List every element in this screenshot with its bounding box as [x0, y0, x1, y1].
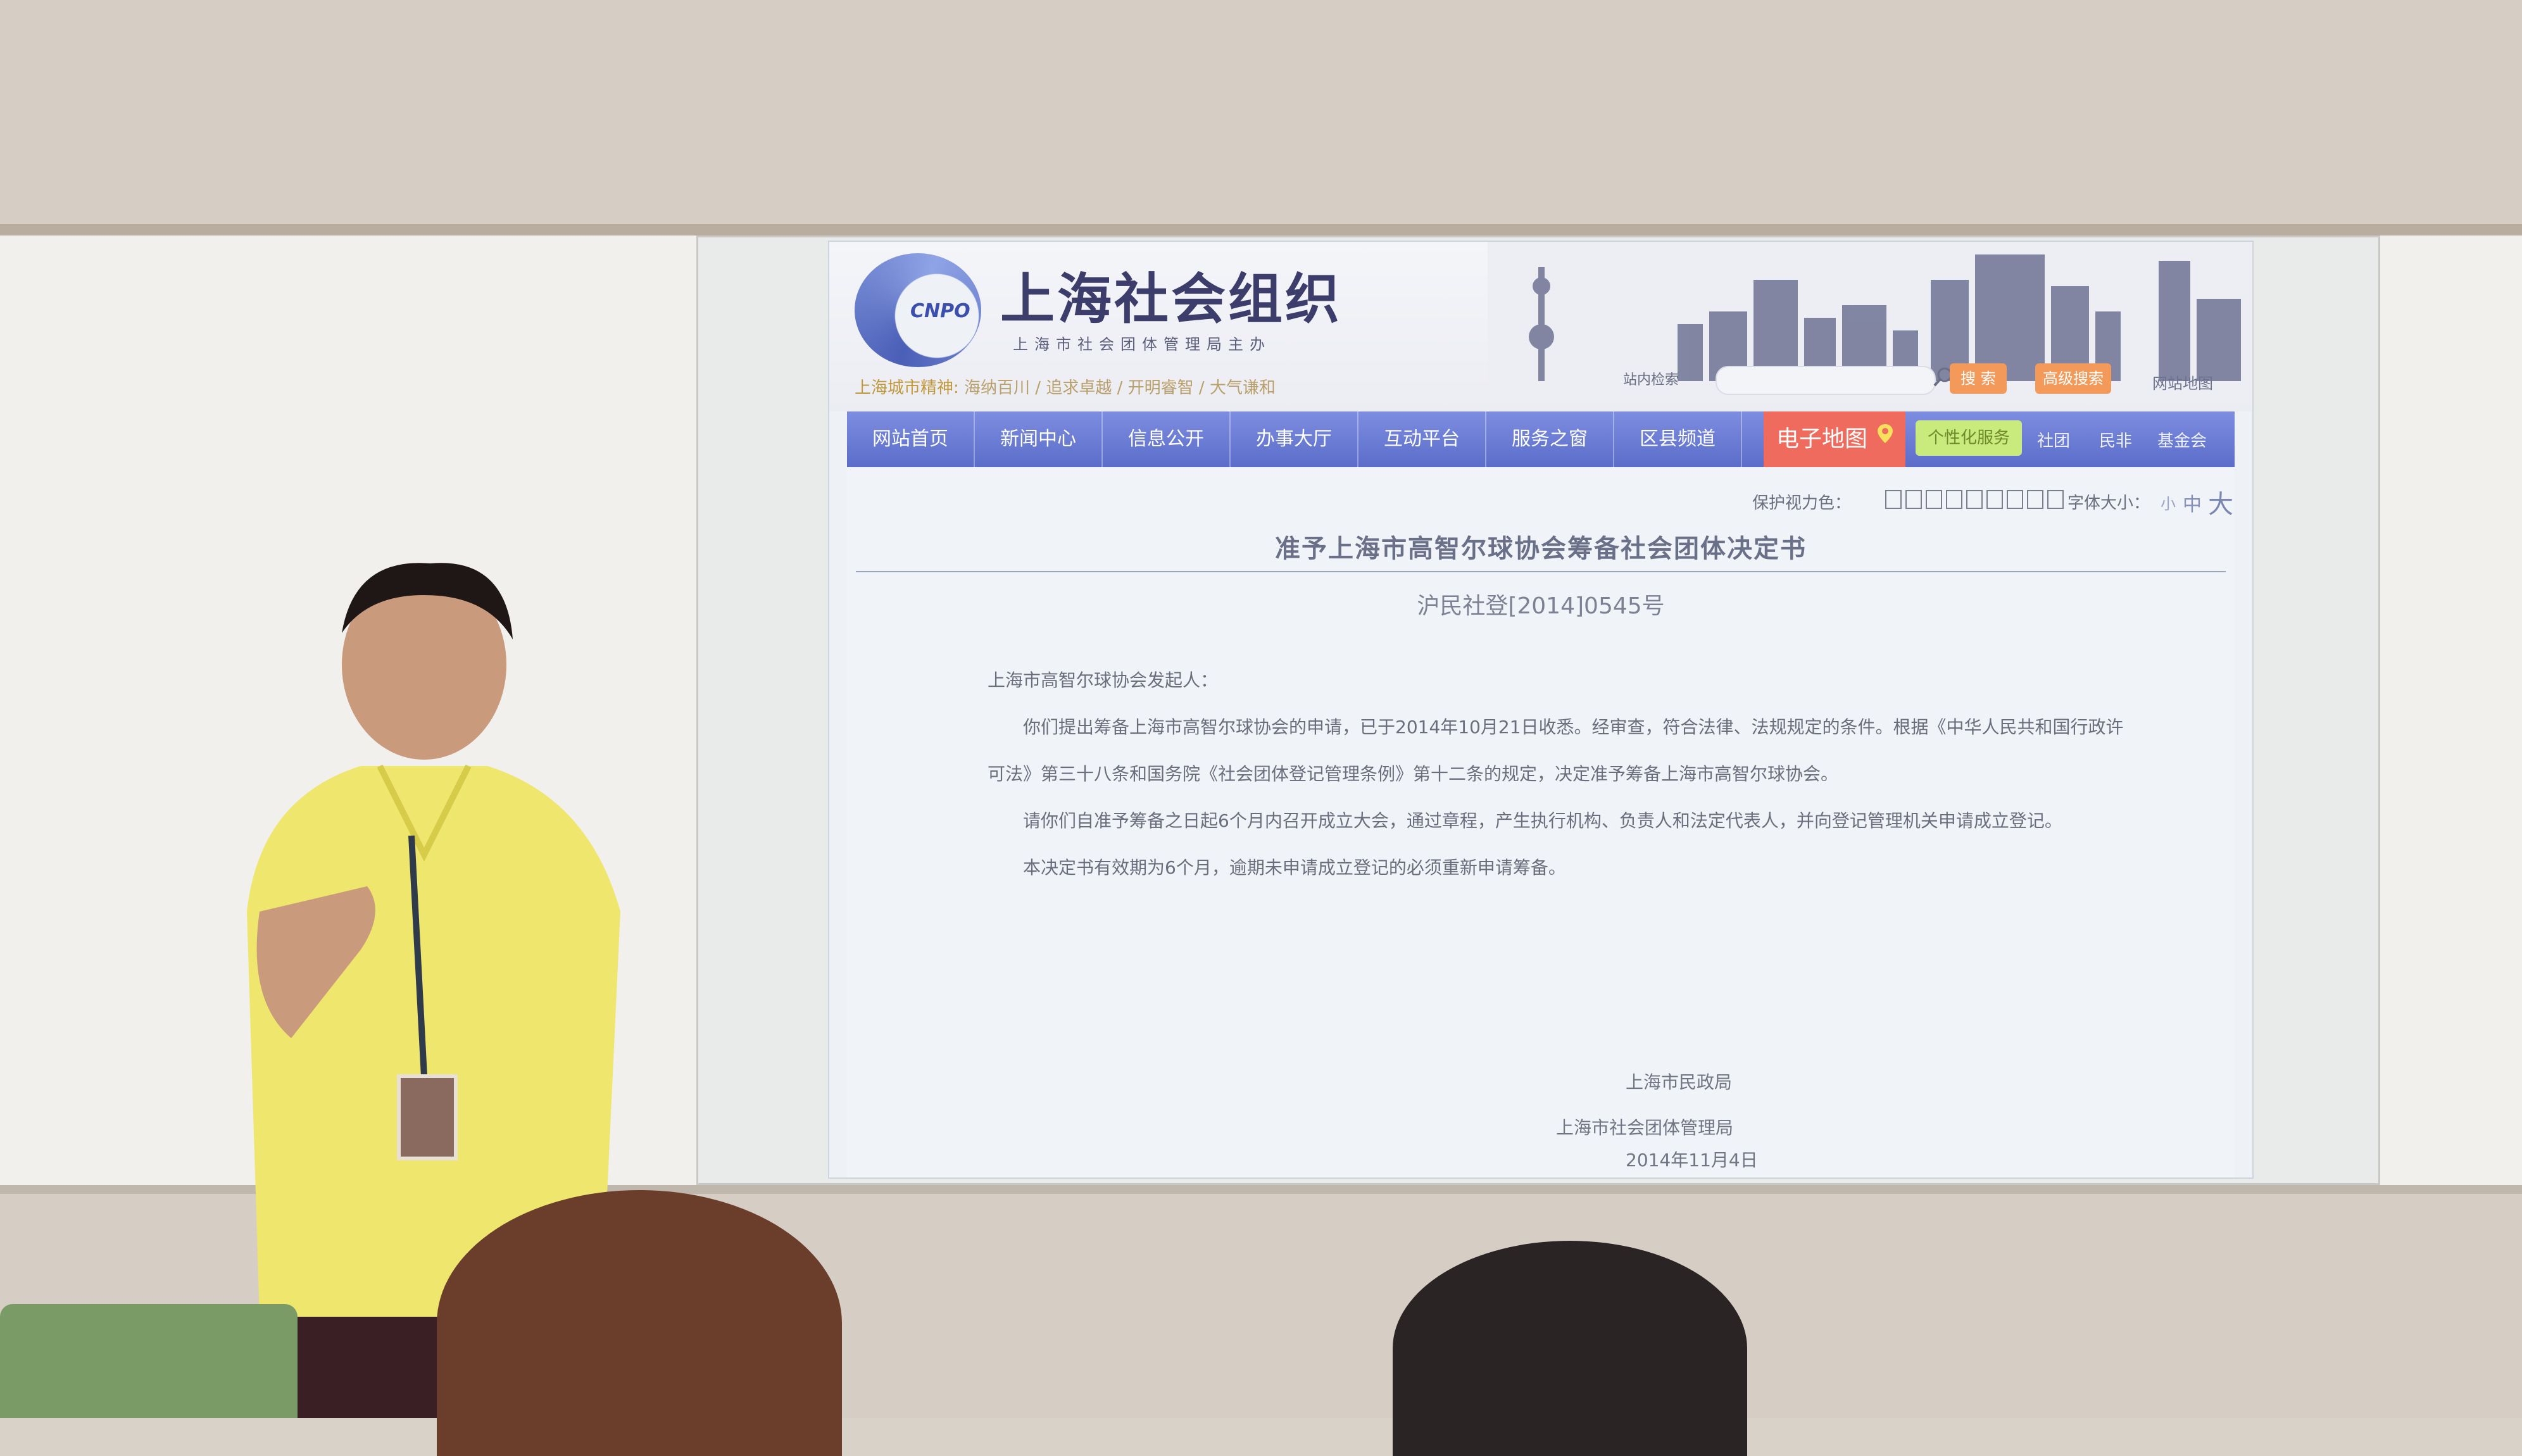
- search-button[interactable]: 搜 索: [1950, 363, 2007, 394]
- color-swatch[interactable]: [1885, 490, 1902, 509]
- nav-district[interactable]: 区县频道: [1614, 411, 1742, 467]
- nav-news[interactable]: 新闻中心: [975, 411, 1103, 467]
- nav-service-window[interactable]: 服务之窗: [1486, 411, 1614, 467]
- color-swatch[interactable]: [1986, 490, 2003, 509]
- e-map-label: 电子地图: [1776, 426, 1868, 452]
- signature-administration: 上海市社会团体管理局: [1556, 1117, 1734, 1138]
- nav-link-minfei[interactable]: 民非: [2099, 432, 2133, 451]
- nav-interaction[interactable]: 互动平台: [1358, 411, 1486, 467]
- nav-home[interactable]: 网站首页: [847, 411, 975, 467]
- document-paragraph: 本决定书有效期为6个月，逾期未申请成立登记的必须重新申请筹备。: [1023, 857, 1566, 878]
- audience-head: [437, 1190, 842, 1456]
- audience-head: [1393, 1241, 1747, 1456]
- site-title[interactable]: 上海社会组织: [1000, 267, 1342, 331]
- skyline-banner: [1488, 242, 2252, 381]
- site-subtitle: 上海市社会团体管理局主办: [1013, 336, 1271, 353]
- projected-web-page: CNPO 上海社会组织 上海市社会团体管理局主办 上海城市精神: 海纳百川 / …: [829, 242, 2252, 1177]
- presenter-figure: [241, 563, 620, 1418]
- nav-disclosure[interactable]: 信息公开: [1103, 411, 1231, 467]
- whiteboard-rail: [0, 224, 2522, 235]
- personalized-service-button[interactable]: 个性化服务: [1916, 420, 2022, 456]
- article-content: 保护视力色： 字体大小： 小 中 大 准予上海市高智尔球协会筹备社会团体决定书 …: [847, 467, 2235, 1177]
- font-large-button[interactable]: 大: [2208, 490, 2233, 519]
- city-spirit-item[interactable]: 追求卓越: [1046, 379, 1112, 398]
- document-title: 准予上海市高智尔球协会筹备社会团体决定书: [1275, 534, 1807, 563]
- e-map-button[interactable]: 电子地图: [1764, 411, 1905, 467]
- color-swatch[interactable]: [2047, 490, 2064, 509]
- title-divider: [856, 571, 2226, 572]
- audience-chair: [0, 1304, 298, 1418]
- sitemap-link[interactable]: 网站地图: [2152, 375, 2213, 392]
- city-spirit-item[interactable]: 海纳百川: [964, 379, 1031, 398]
- city-spirit-label: 上海城市精神:: [855, 379, 959, 398]
- document-paragraph: 请你们自准予筹备之日起6个月内召开成立大会，通过章程，产生执行机构、负责人和法定…: [1023, 810, 2062, 831]
- search-label: 站内检索: [1623, 372, 1679, 388]
- map-pin-icon: [1878, 424, 1893, 443]
- logo-icon[interactable]: [855, 253, 981, 367]
- nav-service-hall[interactable]: 办事大厅: [1231, 411, 1358, 467]
- color-swatch[interactable]: [1905, 490, 1922, 509]
- color-swatch[interactable]: [2007, 490, 2023, 509]
- nav-link-foundation[interactable]: 基金会: [2157, 432, 2207, 451]
- document-date: 2014年11月4日: [1626, 1150, 1758, 1170]
- nav-link-shetuan[interactable]: 社团: [2037, 432, 2071, 451]
- font-small-button[interactable]: 小: [2161, 495, 2176, 513]
- signature-block: 上海市民政局 上海市社会团体管理局 2014年11月4日: [1556, 1060, 1809, 1170]
- logo-abbreviation: CNPO: [910, 300, 970, 322]
- color-swatch[interactable]: [1926, 490, 1942, 509]
- document-body: 上海市高智尔球协会发起人： 你们提出筹备上海市高智尔球协会的申请，已于2014年…: [988, 657, 2127, 891]
- main-nav: 网站首页 新闻中心 信息公开 办事大厅 互动平台 服务之窗 区县频道 电子地图 …: [847, 411, 2235, 467]
- font-medium-button[interactable]: 中: [2183, 494, 2202, 516]
- document-number: 沪民社登[2014]0545号: [1417, 593, 1665, 619]
- color-swatch[interactable]: [1946, 490, 1962, 509]
- signature-bureau: 上海市民政局: [1626, 1072, 1733, 1093]
- advanced-search-button[interactable]: 高级搜索: [2035, 363, 2111, 394]
- font-size-label: 字体大小：: [2067, 494, 2150, 513]
- eye-protect-label: 保护视力色：: [1752, 494, 1852, 513]
- site-header: CNPO 上海社会组织 上海市社会团体管理局主办 上海城市精神: 海纳百川 / …: [829, 242, 2252, 411]
- color-swatch[interactable]: [2027, 490, 2043, 509]
- eye-protect-swatches[interactable]: [1885, 490, 2064, 509]
- reading-tools: 保护视力色： 字体大小： 小 中 大: [847, 486, 2235, 519]
- city-spirit-item[interactable]: 开明睿智: [1127, 379, 1194, 398]
- color-swatch[interactable]: [1966, 490, 1983, 509]
- search-input[interactable]: [1716, 366, 1936, 395]
- document-paragraph: 你们提出筹备上海市高智尔球协会的申请，已于2014年10月21日收悉。经审查，符…: [988, 717, 2124, 784]
- city-spirit-item[interactable]: 大气谦和: [1209, 379, 1276, 398]
- city-spirit-line: 上海城市精神: 海纳百川 / 追求卓越 / 开明睿智 / 大气谦和: [855, 379, 1276, 398]
- document-salutation: 上海市高智尔球协会发起人：: [988, 670, 1219, 691]
